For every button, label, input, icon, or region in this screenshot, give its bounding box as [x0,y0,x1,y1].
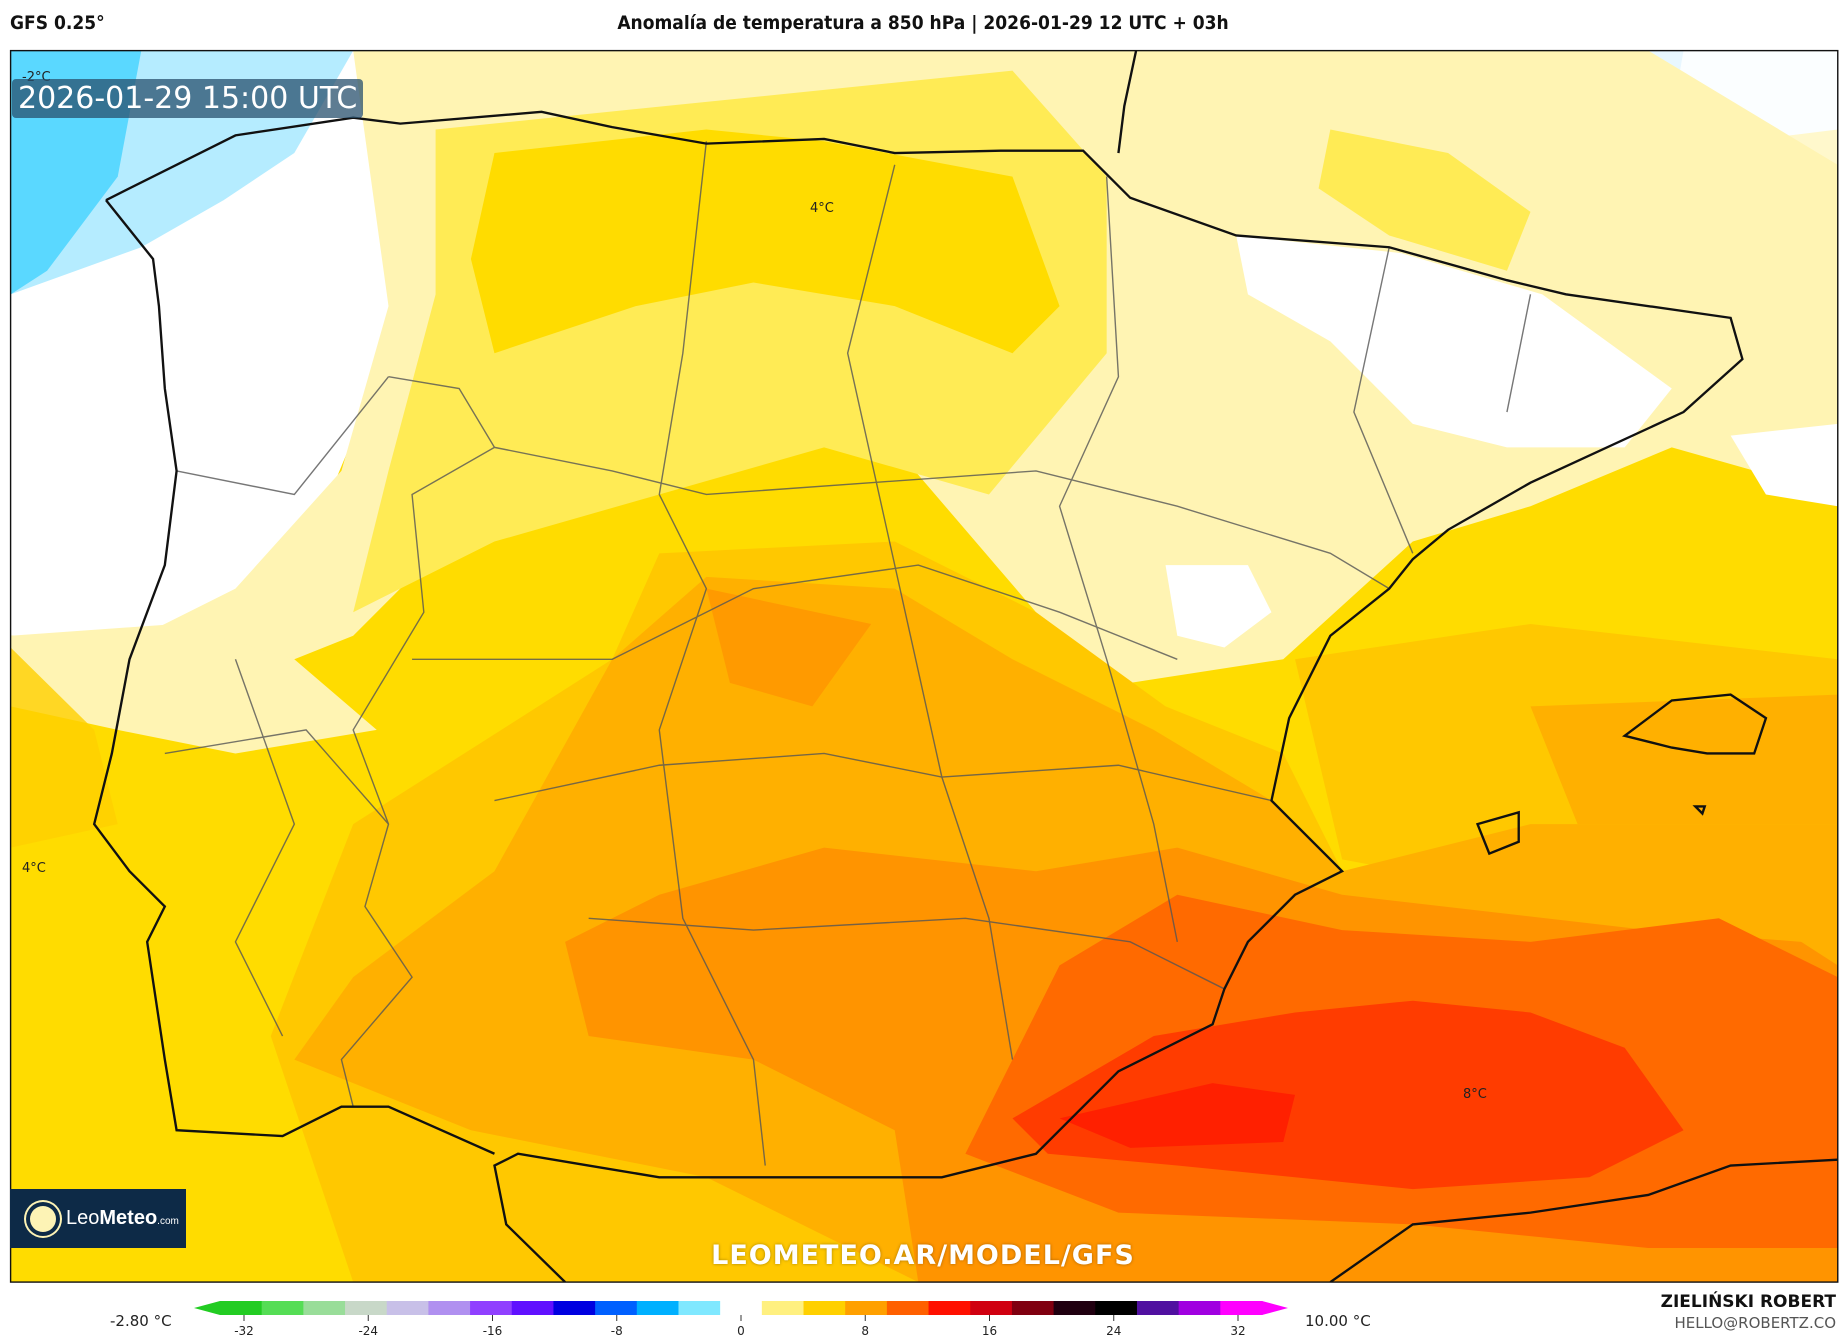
colorbar-tick-label: 0 [737,1324,745,1338]
colorbar-tick-label: -32 [234,1324,254,1338]
contour-label: 4°C [22,861,46,876]
colorbar-bin [761,1301,805,1315]
colorbar-bin [261,1301,304,1315]
colorbar-max-label: 10.00 °C [1305,1312,1371,1330]
contour-label: 4°C [810,201,834,216]
leometeo-logo[interactable]: LeoMeteo.com [10,1189,186,1248]
author-credit: ZIELIŃSKI ROBERT [1660,1292,1836,1312]
colorbar-tick-label: -24 [358,1324,378,1338]
colorbar-bin [720,1301,763,1315]
model-name: GFS 0.25° [10,12,105,34]
colorbar-bin [1220,1301,1263,1315]
coastline [92,50,1838,1283]
anomaly-fill [10,50,1838,1283]
author-email[interactable]: HELLO@ROBERTZ.CO [1674,1314,1836,1332]
colorbar-bin [636,1301,680,1315]
colorbar-bin [595,1301,638,1315]
colorbar-bin [1136,1301,1180,1315]
colorbar-tick-label: 24 [1106,1324,1121,1338]
colorbar-bin [1095,1301,1138,1315]
colorbar-tick-label: 16 [982,1324,997,1338]
colorbar-tick-label: -16 [483,1324,503,1338]
colorbar-bin [803,1301,846,1315]
colorbar-bin [928,1301,971,1315]
province-borders [164,141,1532,1166]
colorbar-max-arrow [1262,1301,1288,1315]
logo-text: LeoMeteo.com [66,1207,179,1229]
colorbar-bin [678,1301,721,1315]
colorbar-bin [845,1301,888,1315]
contour-label: 8°C [1463,1087,1487,1102]
colorbar-bin [886,1301,930,1315]
map-frame [9,49,1839,1283]
colorbar-bin [553,1301,596,1315]
colorbar-tick-label: -8 [611,1324,623,1338]
colorbar-min-label: -2.80 °C [110,1312,172,1330]
valid-time-badge: 2026-01-29 15:00 UTC [12,79,364,118]
colorbar-bin [386,1301,429,1315]
colorbar-bin [345,1301,388,1315]
colorbar-bin [303,1301,346,1315]
colorbar-tick-label: 8 [861,1324,869,1338]
colorbar-bin [1178,1301,1221,1315]
sun-icon [30,1205,56,1232]
colorbar-bin [511,1301,555,1315]
colorbar-bin [428,1301,471,1315]
colorbar-bin [470,1301,513,1315]
colorbar-min-arrow [194,1301,220,1315]
colorbar-bin [970,1301,1013,1315]
watermark-url: LEOMETEO.AR/MODEL/GFS [711,1240,1135,1271]
chart-title: Anomalía de temperatura a 850 hPa | 2026… [617,12,1229,34]
colorbar-bin [220,1301,263,1315]
colorbar-bin [1053,1301,1096,1315]
colorbar-tick-label: 32 [1230,1324,1245,1338]
colorbar-bin [1011,1301,1055,1315]
